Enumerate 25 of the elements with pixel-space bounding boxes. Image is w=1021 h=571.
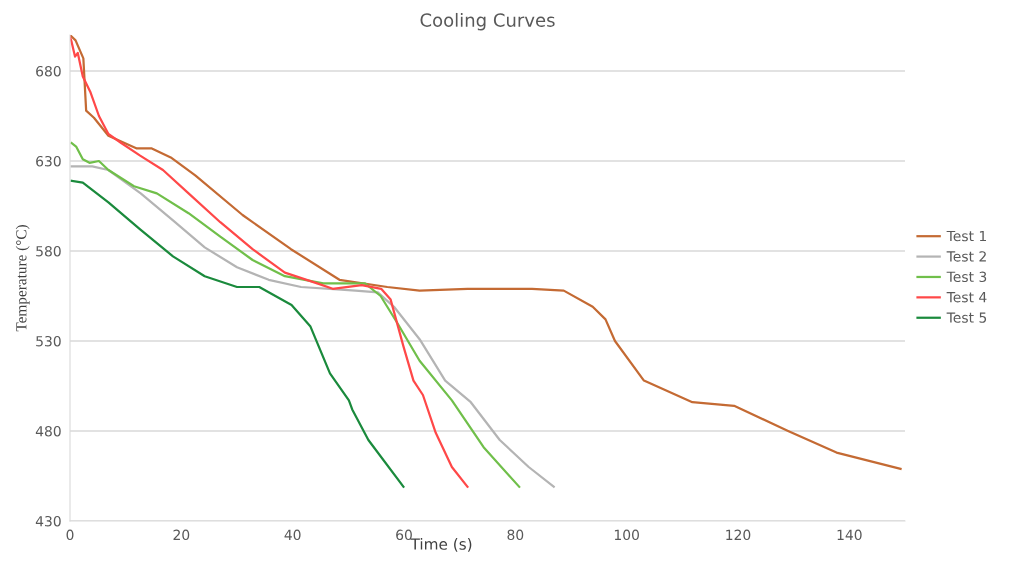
x-axis-title: Time (s) bbox=[410, 538, 472, 552]
y-tick-label: 430 bbox=[35, 515, 61, 527]
legend-label: Test 5 bbox=[946, 312, 987, 323]
chart-title: Cooling Curves bbox=[420, 12, 555, 31]
line-series bbox=[70, 179, 405, 488]
y-tick-label: 680 bbox=[36, 65, 61, 77]
y-tick-label: 530 bbox=[36, 335, 61, 347]
y-tick-label: 480 bbox=[35, 425, 61, 437]
x-tick-label: 0 bbox=[66, 529, 74, 541]
x-tick-label: 40 bbox=[284, 529, 301, 541]
y-tick-label: 630 bbox=[36, 155, 61, 167]
legend-label: Test 2 bbox=[946, 251, 986, 262]
y-axis-title: Temperature (°C) bbox=[15, 225, 30, 332]
line-series bbox=[70, 35, 902, 470]
x-tick-label: 60 bbox=[396, 529, 412, 541]
x-tick-label: 100 bbox=[614, 529, 639, 541]
x-tick-label: 20 bbox=[173, 529, 190, 541]
x-tick-label: 140 bbox=[837, 529, 862, 541]
legend-label: Test 4 bbox=[946, 292, 987, 303]
x-tick-label: 120 bbox=[726, 529, 751, 541]
legend-label: Test 1 bbox=[946, 230, 986, 242]
legend-label: Test 3 bbox=[946, 271, 987, 283]
line-series bbox=[70, 35, 469, 488]
y-tick-label: 580 bbox=[36, 245, 61, 257]
x-tick-label: 80 bbox=[507, 529, 524, 541]
